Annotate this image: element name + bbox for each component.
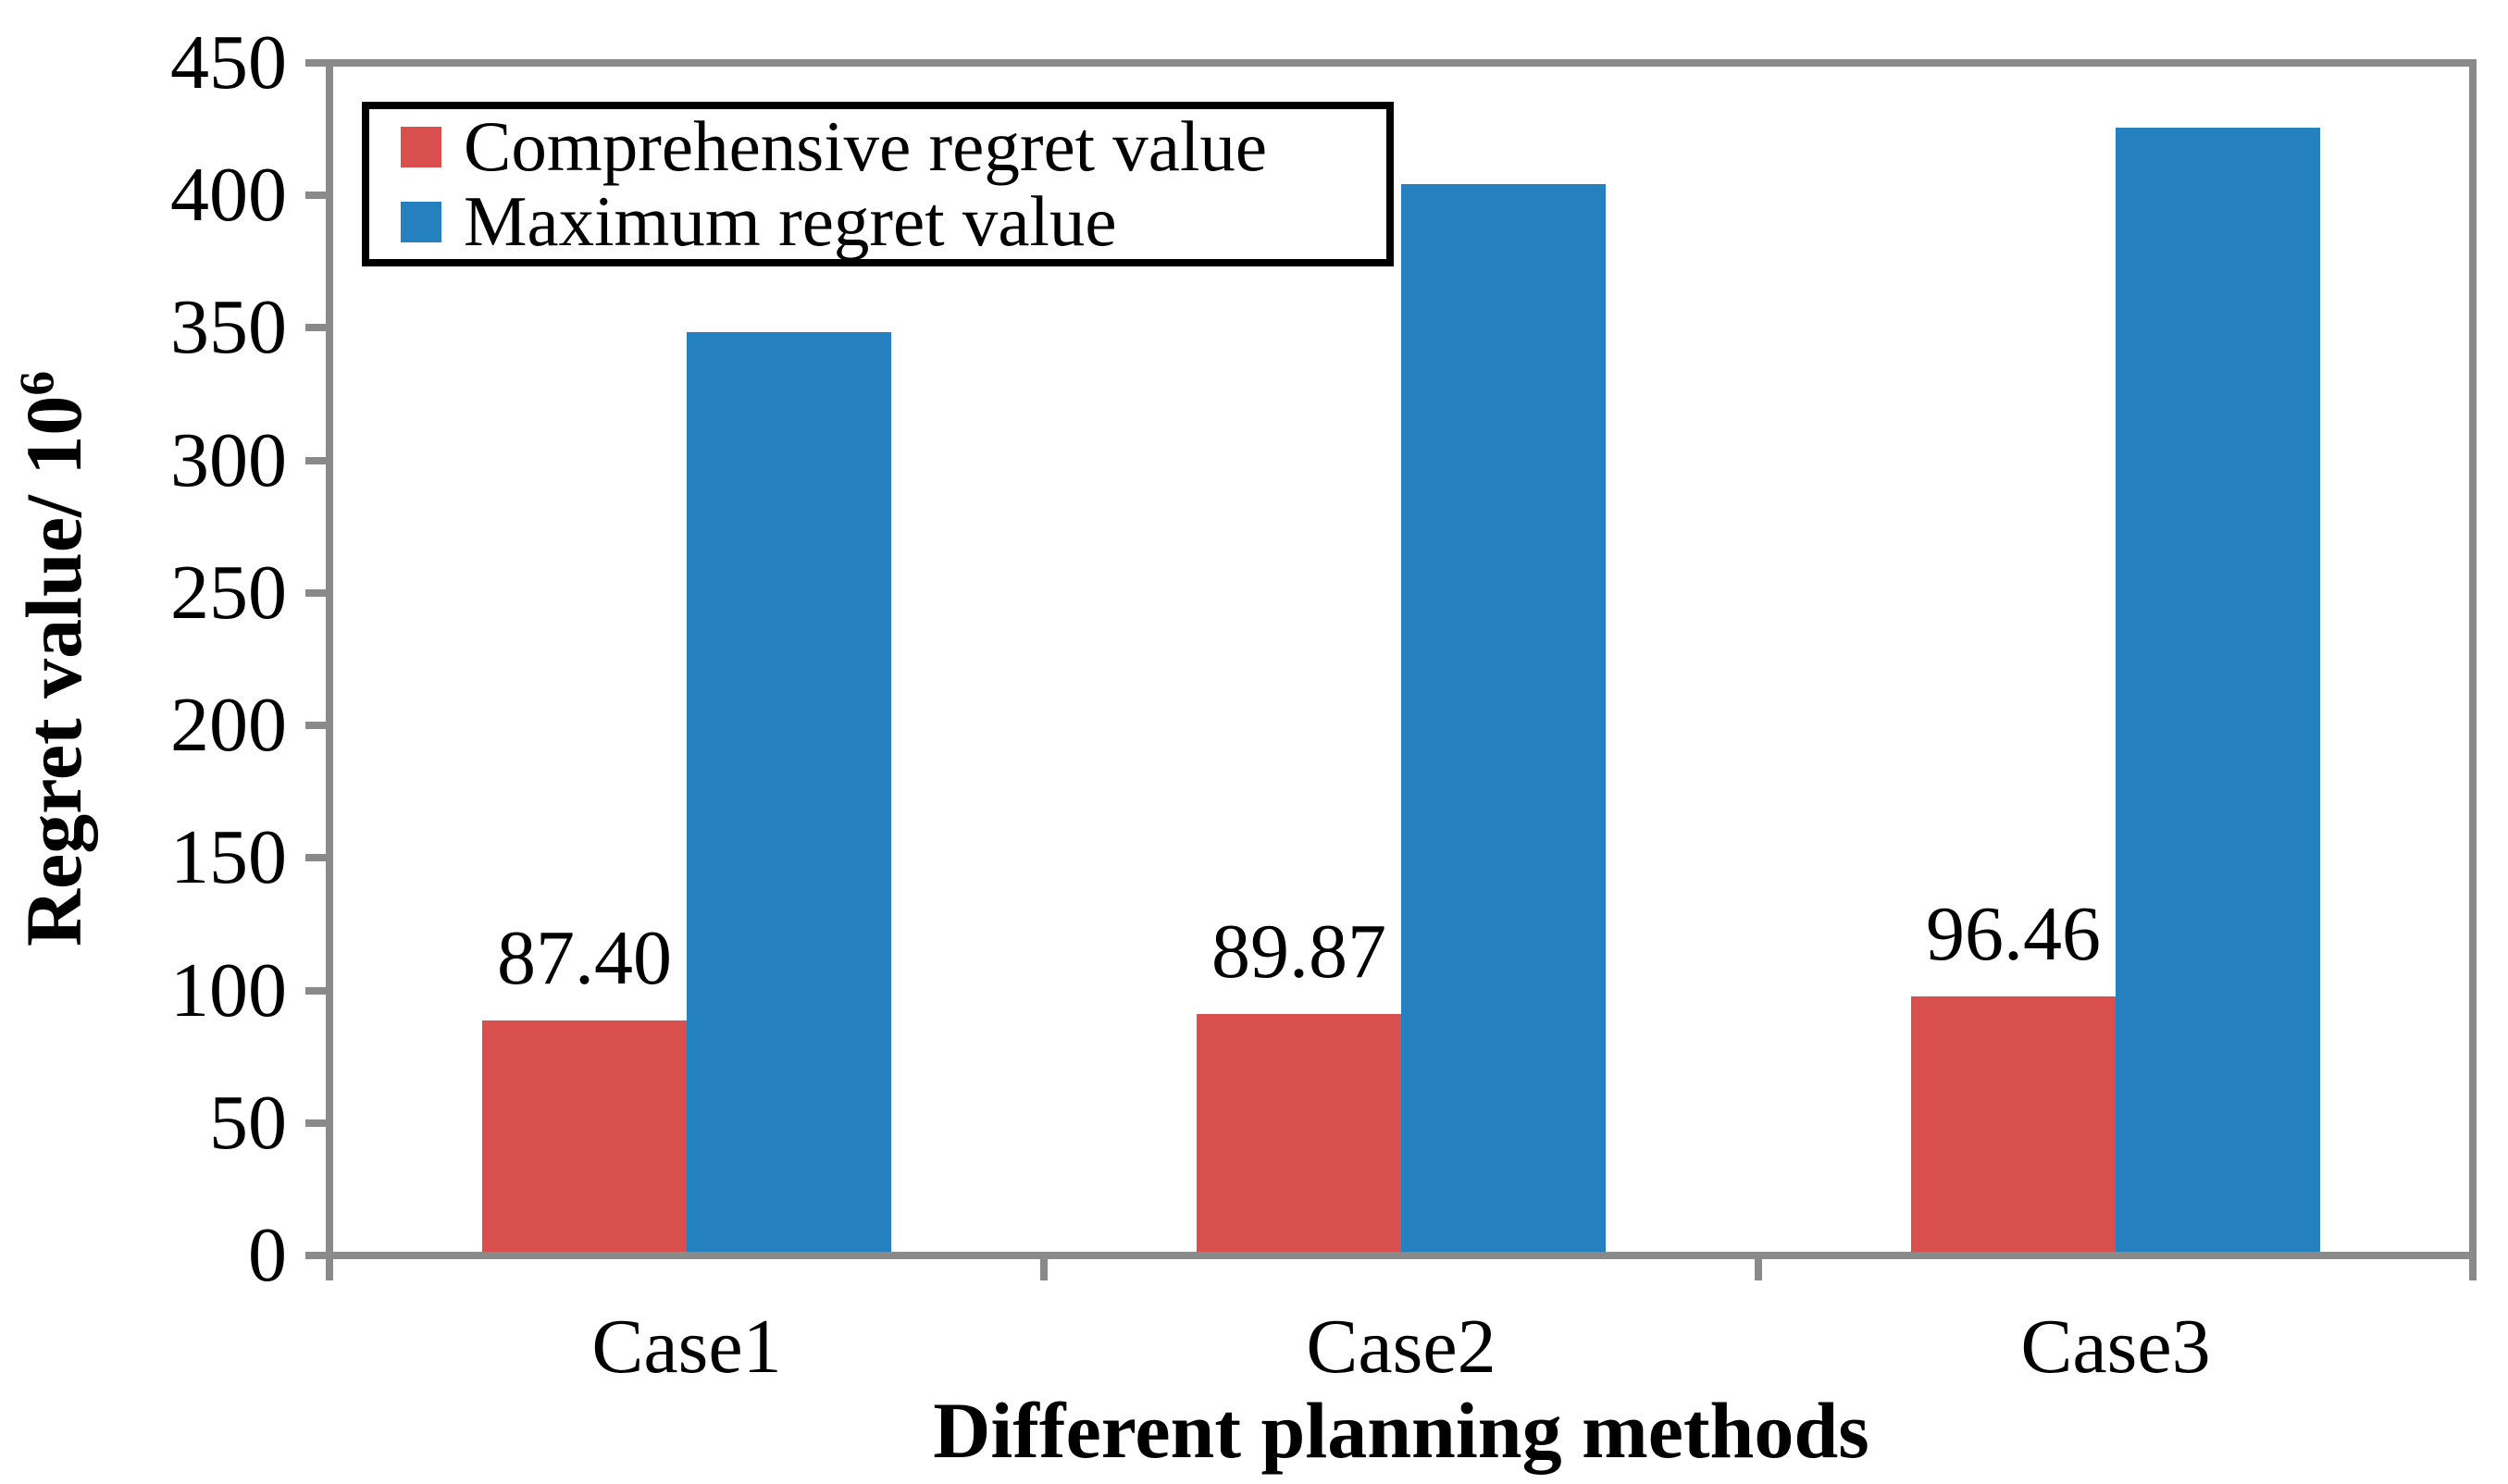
- bar-comprehensive-case1: [482, 1020, 687, 1252]
- x-tick: [1755, 1259, 1762, 1280]
- plot-frame: [326, 59, 2477, 1259]
- legend-swatch: [401, 126, 441, 167]
- y-tick: [305, 854, 326, 862]
- y-tick-label: 350: [170, 284, 287, 371]
- y-tick: [305, 59, 326, 67]
- bar-comprehensive-case3: [1911, 996, 2116, 1252]
- data-label: 96.46: [1926, 890, 2101, 977]
- y-tick-label: 250: [170, 549, 287, 636]
- y-tick: [305, 456, 326, 464]
- category-label: Case2: [1306, 1304, 1496, 1390]
- bar-maximum-case1: [687, 332, 891, 1252]
- x-tick: [1040, 1259, 1048, 1280]
- y-tick: [305, 324, 326, 332]
- bar-comprehensive-case2: [1197, 1013, 1401, 1252]
- bar-maximum-case2: [1401, 183, 1606, 1252]
- legend-swatch: [401, 201, 441, 242]
- y-axis-title-superscript: 6: [8, 370, 65, 396]
- category-label: Case1: [591, 1304, 782, 1390]
- legend-label: Maximum regret value: [464, 181, 1117, 261]
- y-tick-label: 0: [248, 1212, 287, 1298]
- y-tick-label: 400: [170, 152, 287, 239]
- y-tick-label: 300: [170, 416, 287, 503]
- x-axis-title: Different planning methods: [933, 1386, 1869, 1475]
- category-label: Case3: [2020, 1304, 2211, 1390]
- legend-item: Maximum regret value: [401, 184, 1386, 259]
- y-tick-label: 200: [170, 682, 287, 769]
- y-tick-label: 150: [170, 814, 287, 901]
- legend-item: Comprehensive regret value: [401, 109, 1386, 184]
- y-tick: [305, 722, 326, 730]
- data-label: 87.40: [497, 914, 672, 1001]
- legend-label: Comprehensive regret value: [464, 106, 1268, 186]
- x-tick: [2469, 1259, 2477, 1280]
- legend: Comprehensive regret value Maximum regret…: [362, 102, 1394, 266]
- y-tick: [305, 1119, 326, 1127]
- y-tick-label: 100: [170, 946, 287, 1033]
- y-tick-label: 450: [170, 19, 287, 105]
- bar-maximum-case3: [2116, 128, 2320, 1252]
- x-tick: [326, 1259, 333, 1280]
- data-label: 89.87: [1211, 908, 1386, 995]
- y-tick: [305, 588, 326, 597]
- y-tick: [305, 986, 326, 995]
- y-tick: [305, 192, 326, 200]
- y-tick: [305, 1252, 326, 1259]
- y-tick-label: 50: [209, 1079, 287, 1166]
